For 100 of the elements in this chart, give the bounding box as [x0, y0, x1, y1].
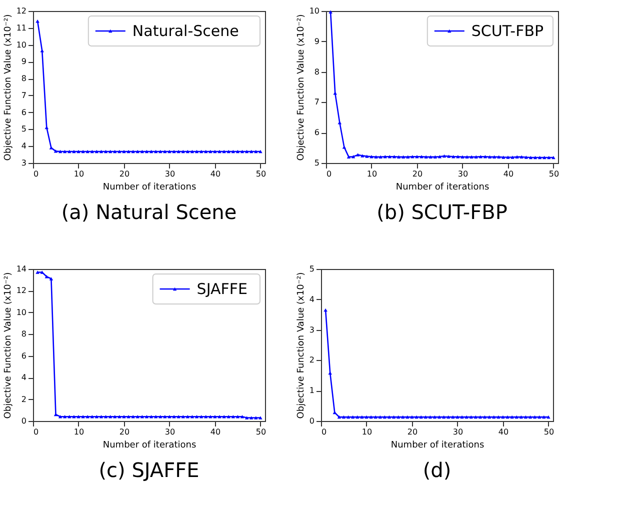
- x-axis-title: Number of iterations: [102, 440, 196, 450]
- point: [176, 415, 180, 418]
- point: [478, 415, 482, 419]
- x-tick-label: 0: [326, 170, 332, 178]
- point: [149, 415, 154, 418]
- x-tick-label: 0: [34, 170, 39, 178]
- point: [122, 415, 126, 418]
- x-tick-label: 50: [256, 428, 266, 436]
- point: [464, 415, 468, 419]
- point: [360, 154, 364, 158]
- point: [158, 415, 162, 418]
- y-tick-label: 7: [21, 90, 26, 100]
- point: [181, 415, 185, 418]
- point: [388, 154, 392, 158]
- point: [254, 150, 258, 154]
- x-tick-label: 30: [164, 170, 176, 178]
- point: [240, 415, 244, 418]
- point: [396, 155, 401, 159]
- point: [108, 150, 112, 154]
- point: [81, 415, 85, 418]
- y-tick-label: 5: [309, 264, 314, 274]
- x-tick-label: 10: [74, 170, 84, 178]
- point: [465, 155, 469, 159]
- point: [131, 150, 135, 154]
- point: [62, 150, 67, 154]
- point: [342, 146, 346, 149]
- y-tick-label: 6: [21, 351, 26, 360]
- point: [433, 155, 438, 159]
- point: [236, 415, 240, 418]
- point: [222, 415, 226, 418]
- point: [186, 150, 190, 154]
- x-tick-label: 30: [452, 428, 464, 436]
- point: [172, 415, 176, 418]
- y-tick-label: 4: [309, 294, 314, 304]
- point: [99, 150, 104, 154]
- point: [428, 415, 432, 419]
- y-axis-title: Objective Function Value (x10⁻²): [296, 14, 306, 161]
- point: [378, 415, 382, 419]
- point: [118, 150, 122, 154]
- y-tick-label: 8: [21, 74, 26, 84]
- point: [419, 415, 423, 419]
- point: [502, 156, 506, 159]
- point: [158, 150, 162, 154]
- point: [364, 415, 368, 419]
- point: [58, 415, 62, 418]
- point: [537, 415, 542, 419]
- point: [199, 415, 204, 418]
- point: [222, 150, 226, 154]
- point: [387, 415, 392, 419]
- point: [76, 415, 80, 418]
- point: [58, 150, 62, 154]
- y-tick-label: 3: [21, 158, 26, 168]
- point: [94, 415, 99, 418]
- point: [86, 415, 90, 418]
- point: [515, 155, 519, 159]
- y-tick-label: 12: [16, 286, 26, 296]
- y-tick-label: 8: [314, 67, 320, 76]
- point: [396, 415, 400, 419]
- point: [244, 416, 249, 420]
- legend-label: Natural-Scene: [132, 22, 239, 40]
- point: [36, 20, 40, 23]
- point: [149, 150, 154, 154]
- y-tick-label: 11: [16, 23, 26, 32]
- point: [528, 156, 533, 160]
- point: [542, 156, 546, 160]
- point: [126, 150, 130, 154]
- point: [168, 415, 172, 418]
- x-axis-title: Number of iterations: [102, 182, 196, 192]
- point: [136, 415, 140, 418]
- point: [240, 150, 244, 154]
- point: [90, 415, 94, 418]
- point: [442, 154, 446, 158]
- point: [451, 415, 455, 419]
- point: [204, 150, 208, 154]
- point: [382, 415, 387, 419]
- point: [81, 150, 85, 154]
- point: [492, 155, 496, 159]
- point: [424, 155, 428, 159]
- point: [144, 415, 149, 418]
- point: [176, 150, 180, 154]
- point: [488, 155, 492, 159]
- point: [437, 415, 442, 419]
- y-axis-title: Objective Function Value (x10⁻²): [3, 272, 14, 419]
- point: [356, 153, 360, 156]
- point: [126, 415, 130, 418]
- x-tick-label: 0: [322, 428, 327, 436]
- y-tick-label: 2: [309, 356, 314, 365]
- point: [199, 150, 204, 154]
- y-tick-label: 10: [16, 40, 26, 50]
- line-series: [36, 270, 262, 420]
- x-tick-label: 30: [164, 428, 176, 436]
- point: [401, 415, 405, 419]
- point: [519, 415, 524, 419]
- point: [328, 10, 332, 14]
- point: [104, 150, 108, 154]
- text: (c) SJAFFE: [98, 458, 200, 482]
- point: [90, 150, 94, 154]
- point: [231, 415, 236, 418]
- point: [131, 415, 135, 418]
- legend-label: SCUT-FBP: [471, 22, 544, 40]
